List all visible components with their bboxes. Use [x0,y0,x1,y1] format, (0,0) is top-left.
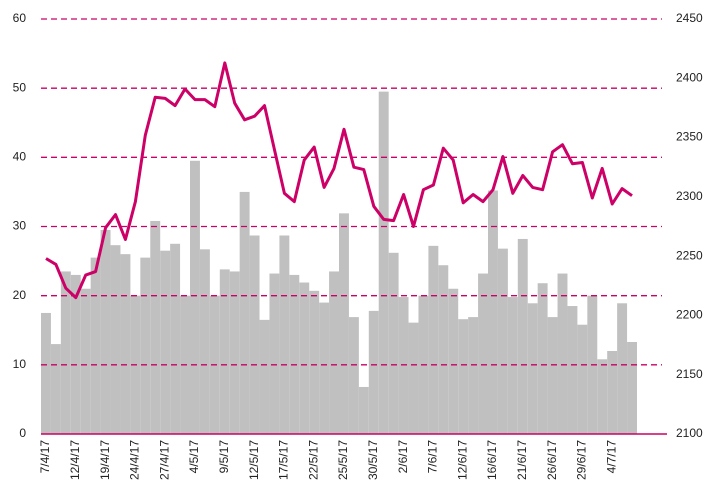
bar [160,250,171,434]
bar [547,317,558,434]
bar [438,265,449,434]
x-tick-label: 17/5/17 [277,440,291,480]
bar [269,273,280,434]
bar [219,269,230,434]
x-tick-label: 12/6/17 [455,440,469,480]
y-tick-label: 50 [13,80,27,94]
bar [100,229,111,434]
bar [339,213,349,434]
bar [319,302,330,434]
bar [110,245,121,434]
bar [329,271,339,434]
bar [448,288,459,434]
line [45,61,633,300]
x-tick-label: 4/5/17 [187,440,201,474]
bar [190,160,200,434]
bar [299,282,310,434]
y2-tick-label: 2150 [676,367,703,381]
x-tick-label: 19/4/17 [98,440,112,480]
x-tick-label: 7/6/17 [426,440,440,474]
y-tick-label: 0 [19,426,26,440]
y2-tick-label: 2200 [676,308,703,322]
x-tick-label: 7/4/17 [38,440,52,474]
y2-tick-label: 2100 [676,426,703,440]
bar [309,290,320,434]
x-tick-label: 2/6/17 [396,440,410,474]
bar [617,303,628,434]
bar [90,257,101,434]
bar [50,344,61,434]
bar [289,274,300,434]
bar [507,297,518,434]
y2-tick-label: 2300 [676,189,703,203]
y-tick-label: 30 [13,219,27,233]
bar [41,312,51,434]
x-tick-label: 9/5/17 [217,440,231,474]
bar [80,288,91,434]
bar [388,252,399,434]
y2-tick-label: 2250 [676,248,703,262]
bar [428,245,439,434]
x-tick-label: 27/4/17 [157,440,171,480]
bar [627,342,637,434]
y2-tick-label: 2450 [676,11,703,25]
x-tick-label: 30/5/17 [366,440,380,480]
y2-tick-label: 2350 [676,130,703,144]
bar [239,191,250,434]
bar [229,271,240,434]
bar [259,319,270,434]
bar [398,297,409,434]
bar [607,351,618,434]
x-tick-label: 12/5/17 [247,440,261,480]
x-tick-label: 4/7/17 [604,440,618,474]
bar [378,91,389,434]
bar [70,274,81,434]
y-tick-label: 10 [13,357,27,371]
bar [567,306,578,434]
x-tick-label: 25/5/17 [336,440,350,480]
bar [249,235,260,434]
bar [517,238,528,434]
bar [150,220,161,434]
bar [478,273,488,434]
x-tick-label: 29/6/17 [575,440,589,480]
bar [140,257,151,434]
bar [458,319,469,434]
y-tick-label: 20 [13,288,27,302]
bar [577,324,588,434]
bar [358,386,369,434]
x-tick-label: 26/6/17 [545,440,559,480]
bar [408,322,419,434]
y2-tick-label: 2400 [676,70,703,84]
bar [527,303,538,434]
y-tick-label: 60 [13,11,27,25]
bar [199,249,210,434]
bar [170,243,181,434]
y-tick-label: 40 [13,150,27,164]
bar [468,317,479,434]
bar [279,235,290,434]
x-tick-label: 22/5/17 [306,440,320,480]
bar [597,359,608,434]
bar [120,254,131,434]
bar [368,310,379,434]
x-tick-label: 21/6/17 [515,440,529,480]
bar [537,283,548,434]
bar [497,248,508,434]
bar [60,271,71,434]
x-tick-label: 12/4/17 [68,440,82,480]
x-tick-label: 24/4/17 [128,440,142,480]
bar [488,190,498,434]
x-tick-label: 16/6/17 [485,440,499,480]
bar [348,317,359,434]
bar [557,273,568,434]
